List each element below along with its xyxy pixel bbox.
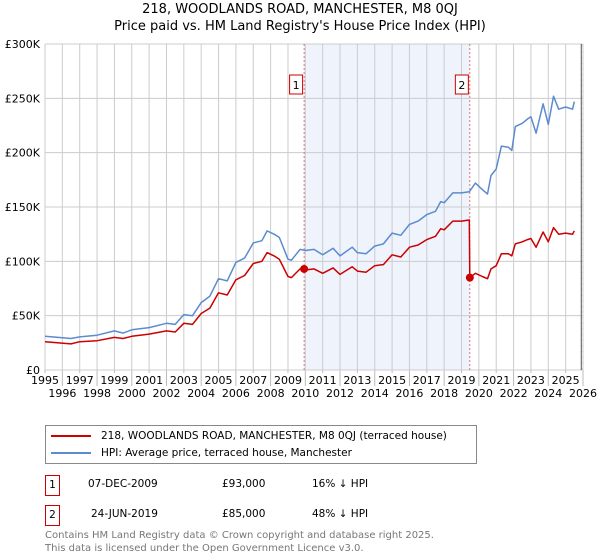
x-tick-label: 2000 — [118, 387, 146, 400]
x-tick-label: 2012 — [326, 387, 354, 400]
sale-marker-label: 2 — [458, 79, 465, 92]
sale-marker-box — [289, 74, 304, 95]
x-tick-label: 2015 — [378, 374, 406, 387]
sale-hpi-diff: 16% ↓ HPI — [312, 478, 369, 490]
sale-marker-label: 1 — [45, 475, 60, 496]
y-tick-label: £100K — [5, 255, 41, 268]
x-tick-label: 2020 — [465, 387, 493, 400]
x-tick-label: 2018 — [430, 387, 458, 400]
x-tick-label: 2017 — [413, 374, 441, 387]
x-tick-label: 2016 — [395, 387, 423, 400]
x-tick-label: 1997 — [66, 374, 94, 387]
x-tick-label: 2011 — [309, 374, 337, 387]
sale-price: £85,000 — [222, 508, 266, 520]
sale-date: 07-DEC-2009 — [88, 478, 158, 490]
legend-label: 218, WOODLANDS ROAD, MANCHESTER, M8 0QJ … — [101, 430, 447, 442]
footer: Contains HM Land Registry data © Crown c… — [45, 529, 434, 555]
x-tick-label: 2026 — [569, 387, 597, 400]
property-line — [44, 219, 575, 345]
x-tick-label: 2002 — [152, 387, 180, 400]
sale-point — [300, 264, 309, 273]
x-tick-label: 2007 — [239, 374, 267, 387]
x-tick-label: 2021 — [482, 374, 510, 387]
footer-copyright: Contains HM Land Registry data © Crown c… — [45, 530, 434, 541]
price-chart: 1995199619971998199920002001200220032004… — [5, 38, 597, 400]
y-tick-label: £250K — [5, 92, 41, 105]
x-tick-label: 2005 — [205, 374, 233, 387]
x-tick-label: 2013 — [343, 374, 371, 387]
legend-label: HPI: Average price, terraced house, Manc… — [101, 447, 352, 459]
y-tick-label: £300K — [5, 38, 41, 51]
sale-marker-box — [454, 74, 469, 95]
sale-hpi-diff: 48% ↓ HPI — [312, 508, 369, 520]
y-tick-label: £150K — [5, 201, 41, 214]
y-tick-label: £0 — [26, 364, 40, 377]
sale-date: 24-JUN-2019 — [91, 508, 158, 520]
y-tick-label: £50K — [12, 310, 41, 323]
y-tick-label: £200K — [5, 147, 41, 160]
x-tick-label: 2010 — [291, 387, 319, 400]
x-tick-label: 2022 — [500, 387, 528, 400]
sale-marker-label: 2 — [45, 505, 60, 526]
x-tick-label: 2004 — [187, 387, 215, 400]
x-tick-label: 2003 — [170, 374, 198, 387]
legend-swatch-blue — [51, 452, 91, 454]
x-tick-label: 2006 — [222, 387, 250, 400]
x-tick-label: 1995 — [31, 374, 59, 387]
sale-marker-label: 1 — [293, 79, 300, 92]
x-tick-label: 2008 — [257, 387, 285, 400]
legend-swatch-red — [51, 435, 91, 437]
x-tick-label: 2014 — [361, 387, 389, 400]
x-tick-label: 1999 — [100, 374, 128, 387]
sale-point — [465, 273, 474, 282]
chart-subtitle: Price paid vs. HM Land Registry's House … — [114, 19, 486, 34]
x-tick-label: 2024 — [534, 387, 562, 400]
x-tick-label: 1996 — [48, 387, 76, 400]
sale-price: £93,000 — [222, 478, 266, 490]
x-tick-label: 1998 — [83, 387, 111, 400]
x-tick-label: 2009 — [274, 374, 302, 387]
x-tick-label: 2001 — [135, 374, 163, 387]
x-tick-label: 2019 — [448, 374, 476, 387]
legend-item-hpi: HPI: Average price, terraced house, Manc… — [51, 445, 352, 461]
hpi-line — [44, 95, 576, 340]
legend-item-property: 218, WOODLANDS ROAD, MANCHESTER, M8 0QJ … — [51, 428, 447, 444]
footer-licence: This data is licensed under the Open Gov… — [45, 543, 364, 554]
legend: 218, WOODLANDS ROAD, MANCHESTER, M8 0QJ … — [45, 425, 477, 464]
chart-title: 218, WOODLANDS ROAD, MANCHESTER, M8 0QJ — [142, 2, 458, 17]
x-tick-label: 2025 — [552, 374, 580, 387]
x-tick-label: 2023 — [517, 374, 545, 387]
